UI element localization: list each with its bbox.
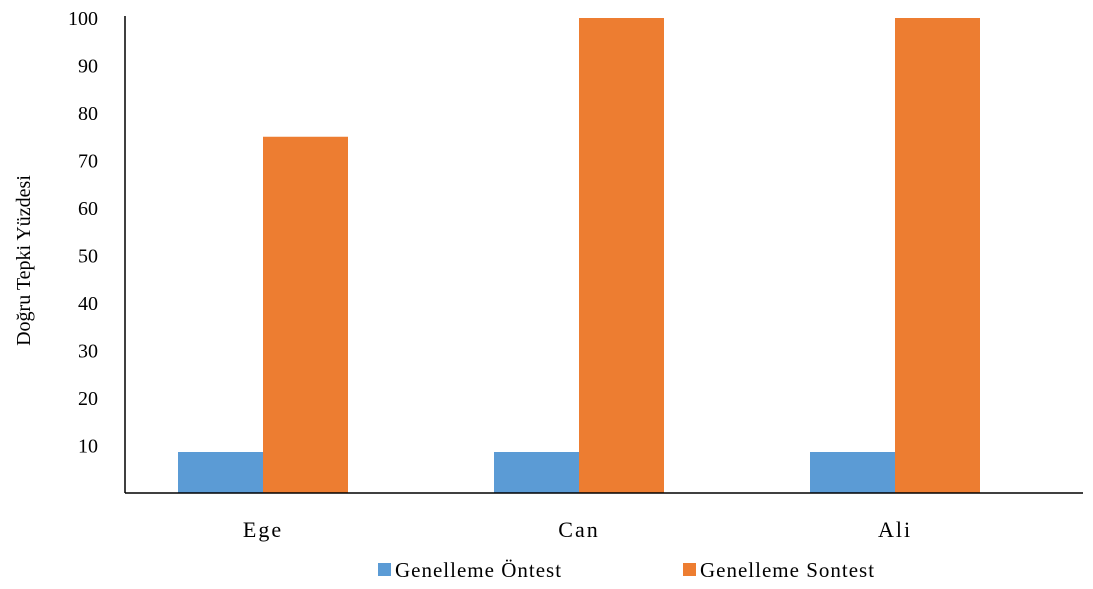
legend-swatch [378, 563, 391, 576]
y-axis-title: Doğru Tepki Yüzdesi [13, 175, 35, 346]
y-tick-label: 90 [78, 56, 98, 78]
y-tick-label: 40 [78, 293, 98, 315]
y-tick-label: 10 [78, 436, 98, 458]
bar-genelleme-sontest-ali [895, 18, 980, 493]
bar-genelleme-ntest-ali [810, 452, 895, 493]
bar-genelleme-sontest-can [579, 18, 664, 493]
x-category-labels: Ege Can Ali [243, 517, 912, 542]
y-tick-label: 50 [78, 246, 98, 268]
y-tick-label: 20 [78, 388, 98, 410]
y-tick-label: 80 [78, 103, 98, 125]
x-category-label: Ege [243, 517, 283, 542]
bar-genelleme-sontest-ege [263, 136, 348, 493]
bars-layer [178, 18, 980, 493]
bar-genelleme-ntest-ege [178, 452, 263, 493]
legend-label: Genelleme Sontest [700, 558, 875, 582]
legend: Genelleme Öntest Genelleme Sontest [378, 558, 875, 582]
y-tick-label: 100 [68, 8, 98, 30]
y-tick-label: 70 [78, 151, 98, 173]
y-tick-label: 30 [78, 341, 98, 363]
y-tick-label: 60 [78, 198, 98, 220]
legend-label: Genelleme Öntest [395, 558, 562, 582]
bar-genelleme-ntest-can [494, 452, 579, 493]
x-category-label: Ali [878, 517, 912, 542]
legend-swatch [683, 563, 696, 576]
x-category-label: Can [558, 517, 599, 542]
y-tick-labels: 10 20 30 40 50 60 70 80 90 100 [68, 8, 98, 458]
